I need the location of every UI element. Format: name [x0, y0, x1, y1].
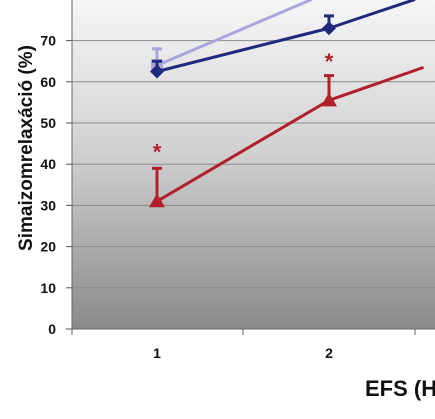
- series: [149, 0, 425, 208]
- x-tick-label: 1: [153, 345, 161, 361]
- x-axis-title: EFS (H: [365, 376, 435, 401]
- data-point-diamond: [150, 64, 164, 79]
- significance-asterisk: *: [325, 49, 334, 74]
- x-tick-label: 2: [325, 345, 333, 361]
- y-tick-label: 0: [48, 321, 56, 337]
- y-tick-label: 70: [40, 33, 56, 49]
- data-point-diamond: [322, 21, 336, 36]
- y-tick-label: 30: [40, 197, 56, 213]
- y-tick-label: 40: [40, 156, 56, 172]
- labels: 0 10 20 30 40 50 60 70 1 2 * *: [40, 33, 333, 361]
- y-tick-label: 10: [40, 280, 56, 296]
- y-tick-label: 50: [40, 115, 56, 131]
- series-line: [156, 0, 313, 67]
- y-tick-label: 60: [40, 74, 56, 90]
- axes: [66, 0, 435, 335]
- grid-lines: [72, 40, 435, 289]
- y-tick-label: 20: [40, 239, 56, 255]
- data-point-triangle: [149, 193, 165, 208]
- significance-asterisk: *: [153, 140, 162, 165]
- data-point-triangle: [321, 92, 337, 107]
- y-axis-title: Simaizomrelaxáció (%): [16, 45, 37, 251]
